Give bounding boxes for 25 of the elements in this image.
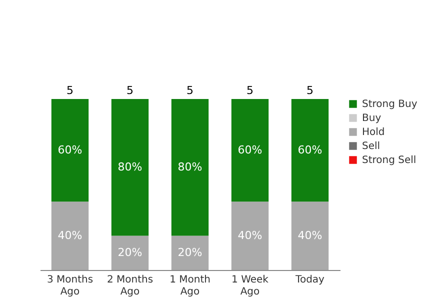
data-label: 40% xyxy=(238,228,262,242)
x-tick-label: 3 Months Ago xyxy=(46,274,94,298)
data-label: 80% xyxy=(118,160,142,174)
data-label: 40% xyxy=(58,228,82,242)
legend-label: Strong Buy xyxy=(362,99,418,110)
legend-label: Buy xyxy=(362,113,382,124)
x-tick-label: Today xyxy=(294,274,325,286)
legend-label: Hold xyxy=(362,127,385,138)
data-label: 60% xyxy=(298,143,322,156)
data-label: 40% xyxy=(298,228,322,242)
annotation: 5 xyxy=(246,84,254,97)
x-tick-label: 1 Month Ago xyxy=(170,274,210,298)
data-label: 20% xyxy=(118,246,142,259)
annotation: 5 xyxy=(126,84,134,97)
data-label: 20% xyxy=(178,246,202,259)
legend-label: Sell xyxy=(362,141,380,152)
data-label: 60% xyxy=(238,143,262,156)
annotation: 5 xyxy=(186,84,194,97)
annotation: 5 xyxy=(306,84,314,97)
x-tick-label: 1 Week Ago xyxy=(232,274,269,298)
annotation: 5 xyxy=(66,84,74,97)
x-tick-label: 2 Months Ago xyxy=(106,274,154,298)
data-label: 60% xyxy=(58,143,82,156)
legend-label: Strong Sell xyxy=(362,155,416,166)
data-label: 80% xyxy=(178,160,202,174)
